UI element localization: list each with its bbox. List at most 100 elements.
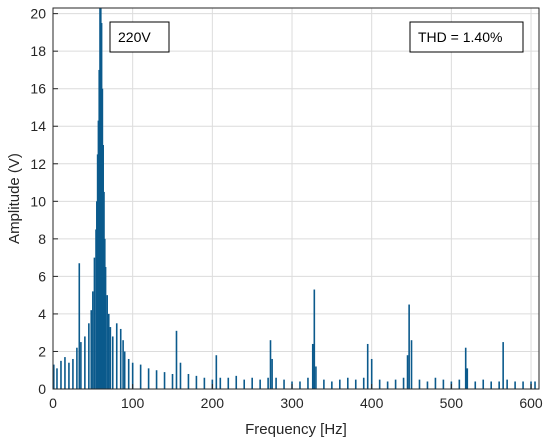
bar (269, 340, 272, 389)
bar (219, 377, 222, 389)
bar (235, 375, 238, 389)
bar (410, 340, 413, 389)
bar (68, 362, 70, 389)
grid (52, 8, 539, 390)
y-axis-label: Amplitude (V) (6, 153, 23, 244)
bar (458, 379, 461, 389)
bar (107, 313, 110, 389)
thd-annotation: THD = 1.40% (409, 21, 524, 53)
bar (76, 347, 78, 389)
bar (331, 381, 333, 389)
y-tick-label: 4 (38, 306, 46, 322)
y-tick-label: 14 (30, 118, 46, 134)
bar (53, 364, 55, 389)
plot-frame (52, 7, 540, 390)
bar (88, 323, 90, 389)
bar (155, 370, 158, 389)
bar (378, 379, 381, 389)
bar (147, 368, 150, 389)
bar (215, 355, 218, 389)
bar-series (53, 8, 536, 390)
bar (502, 342, 504, 389)
bar (90, 310, 93, 389)
bar (64, 357, 66, 389)
bar (394, 379, 397, 389)
y-tick-label: 10 (30, 193, 46, 209)
bar (123, 351, 126, 389)
bar (534, 381, 536, 389)
bar (122, 340, 124, 389)
voltage-annotation: 220V (109, 21, 170, 53)
bar (259, 379, 261, 389)
y-tick-label: 8 (38, 231, 46, 247)
x-axis-ticks: 0 100 200 300 400 500 600 (49, 384, 543, 411)
bar (370, 358, 373, 389)
bar (498, 381, 500, 389)
bar (354, 379, 357, 389)
y-tick-label: 0 (38, 381, 46, 397)
bar (442, 379, 445, 389)
y-axis-ticks: 0 2 4 6 8 10 12 14 16 18 20 (30, 6, 58, 397)
y-tick-label: 18 (30, 43, 46, 59)
bar (56, 368, 58, 389)
bar (474, 381, 477, 389)
bar (271, 358, 273, 389)
bar (127, 358, 130, 389)
bar (96, 201, 98, 389)
bar (275, 377, 277, 389)
y-tick-label: 12 (30, 156, 46, 172)
bar (366, 343, 369, 389)
bar (299, 381, 301, 389)
bar (283, 379, 285, 389)
bar (195, 375, 198, 389)
bar (408, 304, 410, 389)
bar (175, 330, 178, 389)
bar (93, 257, 96, 389)
y-tick-label: 20 (30, 6, 46, 22)
bar (243, 379, 246, 389)
bar (506, 379, 508, 389)
bar (179, 362, 182, 389)
bar (323, 379, 325, 389)
bar (111, 336, 114, 389)
bar (80, 342, 82, 389)
y-tick-label: 16 (30, 81, 46, 97)
bar (163, 372, 166, 389)
bar (115, 323, 118, 389)
bar (490, 381, 492, 389)
bar (311, 343, 314, 389)
bar (203, 377, 206, 389)
x-tick-label: 200 (201, 395, 225, 411)
thd-annotation-box (409, 21, 524, 53)
bar (482, 379, 485, 389)
bar (139, 364, 142, 389)
bar (78, 263, 81, 389)
x-tick-label: 0 (49, 395, 57, 411)
bar (307, 377, 309, 389)
bar (346, 377, 349, 389)
bar (402, 377, 405, 389)
bar (251, 377, 253, 389)
bar (362, 377, 365, 389)
voltage-annotation-text: 220V (118, 29, 151, 45)
bar (434, 377, 437, 389)
plot-area (53, 8, 539, 389)
bar (466, 368, 469, 389)
bar (84, 336, 86, 389)
x-tick-label: 300 (280, 395, 304, 411)
bar (315, 366, 317, 389)
bar (267, 377, 269, 389)
x-axis-label: Frequency [Hz] (245, 421, 347, 438)
x-tick-label: 100 (121, 395, 145, 411)
bar (418, 379, 421, 389)
bar (514, 381, 516, 389)
bar (227, 377, 230, 389)
bar (522, 381, 524, 389)
bar (92, 291, 94, 389)
bar (406, 355, 409, 389)
bar (426, 381, 429, 389)
x-tick-label: 500 (440, 395, 464, 411)
bar (187, 373, 190, 389)
bar (131, 362, 134, 389)
